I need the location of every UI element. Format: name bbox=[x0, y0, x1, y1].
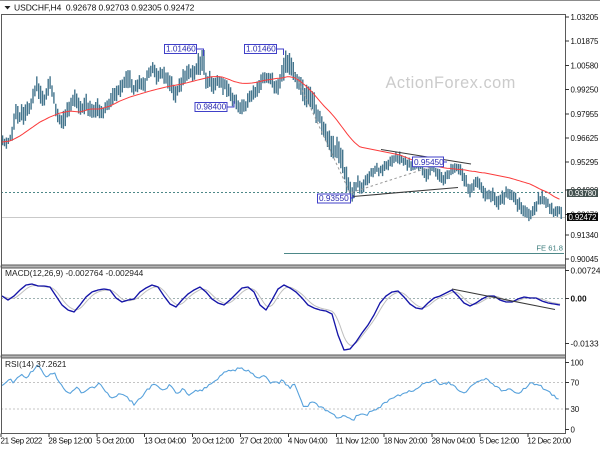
svg-text:18 Nov 20:00: 18 Nov 20:00 bbox=[384, 437, 428, 446]
svg-text:11 Nov 12:00: 11 Nov 12:00 bbox=[336, 437, 380, 446]
svg-text:28 Sep 12:00: 28 Sep 12:00 bbox=[48, 437, 92, 446]
svg-text:RSI(14) 37.2621: RSI(14) 37.2621 bbox=[5, 359, 67, 369]
svg-text:13 Oct 04:00: 13 Oct 04:00 bbox=[144, 437, 187, 446]
svg-text:5 Oct 20:00: 5 Oct 20:00 bbox=[96, 437, 134, 446]
svg-text:70: 70 bbox=[571, 379, 580, 388]
svg-text:28 Nov 04:00: 28 Nov 04:00 bbox=[432, 437, 476, 446]
svg-text:0.97955: 0.97955 bbox=[571, 110, 600, 119]
svg-text:30: 30 bbox=[571, 405, 580, 414]
svg-text:0.00: 0.00 bbox=[571, 293, 588, 303]
svg-text:USDCHF,H4 0.92678 0.92703 0.9: USDCHF,H4 0.92678 0.92703 0.92305 0.9247… bbox=[14, 3, 195, 13]
svg-text:0.90045: 0.90045 bbox=[571, 255, 600, 264]
svg-text:ActionForex.com: ActionForex.com bbox=[386, 74, 516, 92]
svg-text:0.92472: 0.92472 bbox=[569, 213, 597, 222]
svg-text:27 Oct 20:00: 27 Oct 20:00 bbox=[240, 437, 283, 446]
svg-text:4 Nov 04:00: 4 Nov 04:00 bbox=[288, 437, 328, 446]
svg-text:21 Sep 2022: 21 Sep 2022 bbox=[1, 437, 43, 446]
svg-text:1.00580: 1.00580 bbox=[571, 61, 600, 70]
svg-text:100: 100 bbox=[571, 359, 585, 368]
svg-text:FE 61.8: FE 61.8 bbox=[536, 244, 563, 253]
svg-text:1.01460: 1.01460 bbox=[246, 44, 276, 54]
svg-text:0.93550: 0.93550 bbox=[319, 193, 349, 203]
svg-text:MACD(12,26,9) -0.002764 -0.002: MACD(12,26,9) -0.002764 -0.002944 bbox=[5, 268, 144, 278]
svg-text:-0.0133: -0.0133 bbox=[571, 339, 600, 349]
svg-text:20 Oct 12:00: 20 Oct 12:00 bbox=[192, 437, 235, 446]
svg-text:12 Dec 20:00: 12 Dec 20:00 bbox=[527, 437, 571, 446]
svg-text:0.98400: 0.98400 bbox=[197, 102, 227, 112]
svg-text:5 Dec 12:00: 5 Dec 12:00 bbox=[480, 437, 520, 446]
svg-text:0.95295: 0.95295 bbox=[571, 158, 600, 167]
svg-text:1.01875: 1.01875 bbox=[571, 37, 600, 46]
svg-text:0.96625: 0.96625 bbox=[571, 134, 600, 143]
svg-text:0.95450: 0.95450 bbox=[414, 157, 444, 167]
svg-text:0.99250: 0.99250 bbox=[571, 86, 600, 95]
svg-text:1.03205: 1.03205 bbox=[571, 13, 600, 22]
svg-text:1.01460: 1.01460 bbox=[166, 44, 196, 54]
svg-text:0.91340: 0.91340 bbox=[571, 231, 600, 240]
svg-text:0.00724: 0.00724 bbox=[571, 266, 600, 276]
svg-text:0: 0 bbox=[571, 426, 576, 435]
svg-text:0.93780: 0.93780 bbox=[569, 189, 598, 198]
